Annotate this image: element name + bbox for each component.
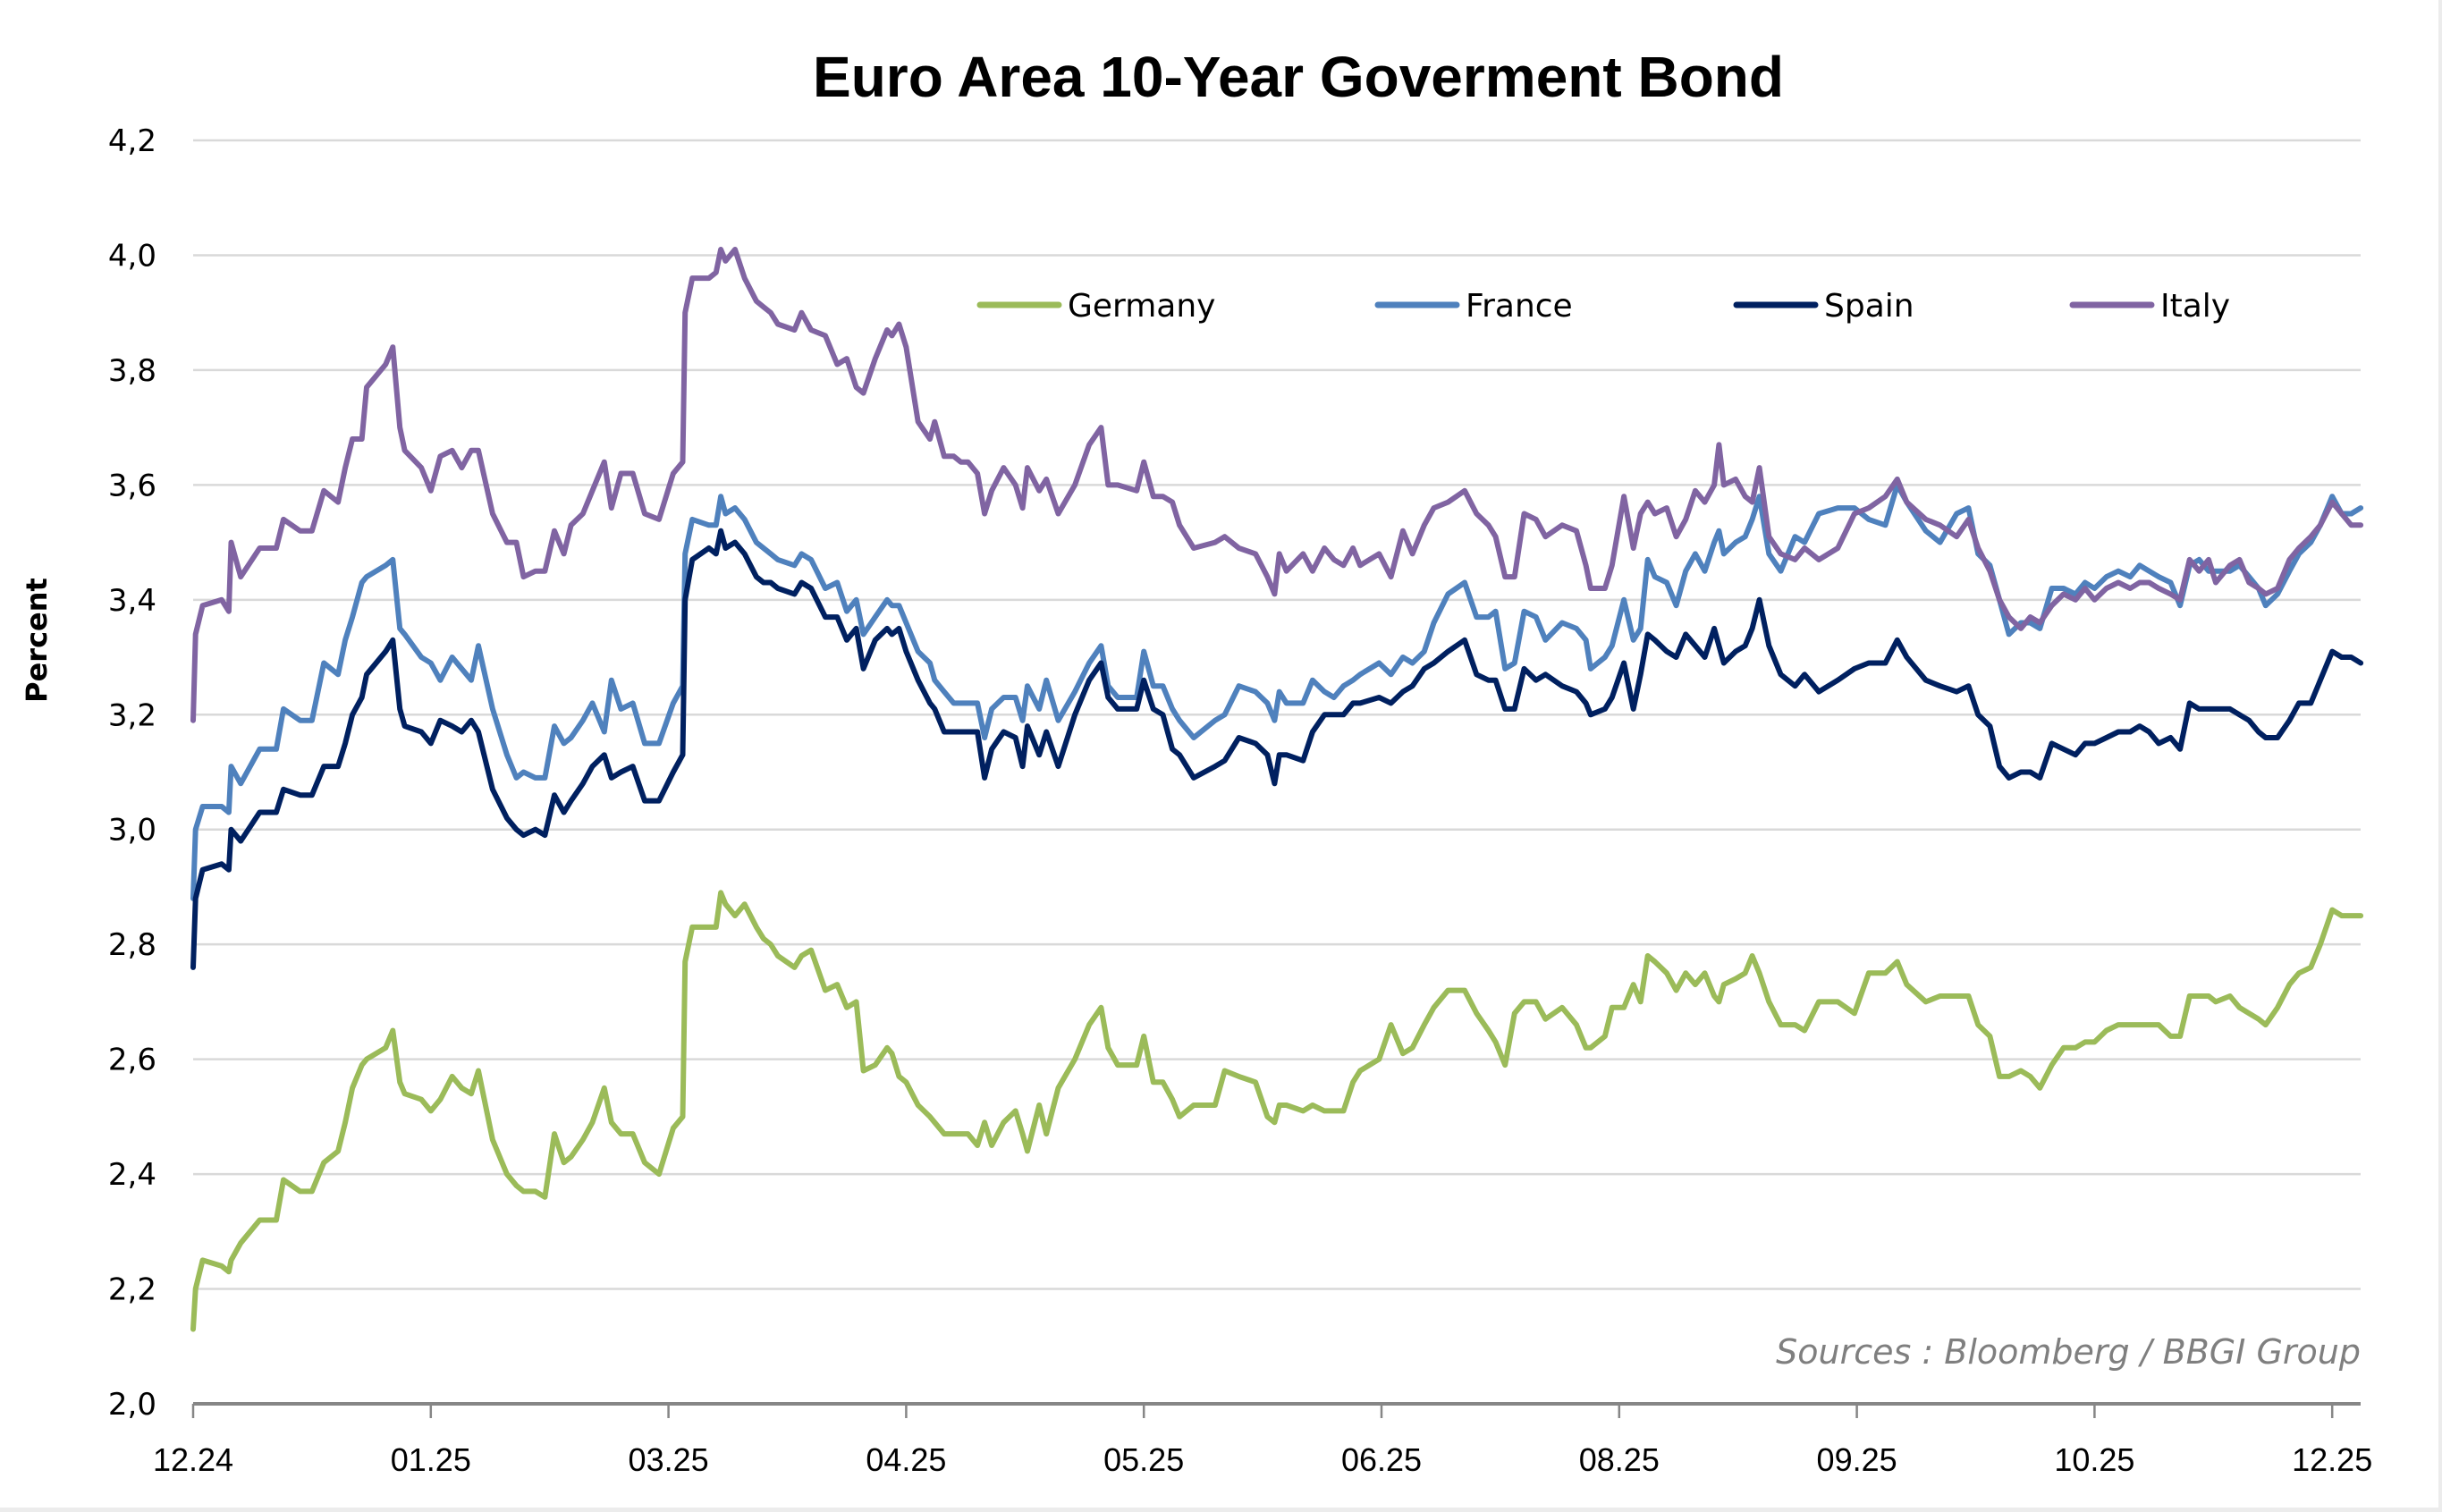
- y-tick-label: 2,4: [108, 1157, 156, 1193]
- x-tick-label: 01.25: [391, 1441, 471, 1478]
- y-tick-label: 2,8: [108, 927, 156, 963]
- x-axis: 12.24 01.25 03.25 04.25 05.25 06.25 08.25 09.25…: [153, 1402, 2372, 1478]
- legend-item-france: France: [1374, 288, 1573, 325]
- y-axis: 2,0 2,2 2,4 2,6 2,8 3,0 3,2 3,4 3,6 3,8 4,0 4,2: [108, 123, 156, 1423]
- x-tick-label: 10.25: [2054, 1441, 2134, 1478]
- x-tick-label: 12.24: [153, 1441, 233, 1478]
- legend-label: Germany: [1068, 288, 1215, 325]
- legend-item-italy: Italy: [2069, 288, 2230, 325]
- series-line-spain: [190, 528, 2364, 970]
- legend-label: Spain: [1824, 288, 1914, 325]
- y-axis-title: Percent: [20, 578, 54, 703]
- x-tick-label: 08.25: [1579, 1441, 1660, 1478]
- chart-title: Euro Area 10-Year Goverment Bond: [813, 45, 1784, 109]
- series-lines: [190, 247, 2364, 1332]
- y-tick-label: 2,6: [108, 1043, 156, 1078]
- y-tick-label: 3,2: [108, 697, 156, 733]
- legend-item-germany: Germany: [976, 288, 1215, 325]
- legend-label: France: [1466, 288, 1573, 325]
- series-line-france: [190, 482, 2364, 901]
- x-tick-label: 06.25: [1341, 1441, 1422, 1478]
- legend-item-spain: Spain: [1733, 288, 1914, 325]
- y-tick-label: 3,4: [108, 583, 156, 619]
- y-tick-label: 4,2: [108, 123, 156, 159]
- legend-label: Italy: [2160, 288, 2230, 325]
- x-tick-label: 05.25: [1103, 1441, 1184, 1478]
- y-tick-label: 4,0: [108, 238, 156, 274]
- x-tick-label: 09.25: [1817, 1441, 1897, 1478]
- y-tick-label: 3,0: [108, 813, 156, 849]
- y-tick-label: 2,2: [108, 1272, 156, 1308]
- series-line-italy: [190, 247, 2364, 723]
- legend: Germany France Spain Italy: [976, 288, 2230, 325]
- source-note: Sources : Bloomberg / BBGI Group: [1776, 1332, 2361, 1372]
- y-tick-label: 2,0: [108, 1387, 156, 1423]
- y-tick-label: 3,8: [108, 353, 156, 389]
- gridlines: [193, 139, 2361, 1290]
- series-line-germany: [190, 890, 2364, 1332]
- x-tick-label: 03.25: [629, 1441, 709, 1478]
- y-tick-label: 3,6: [108, 468, 156, 503]
- x-tick-label: 12.25: [2292, 1441, 2372, 1478]
- x-tick-label: 04.25: [866, 1441, 946, 1478]
